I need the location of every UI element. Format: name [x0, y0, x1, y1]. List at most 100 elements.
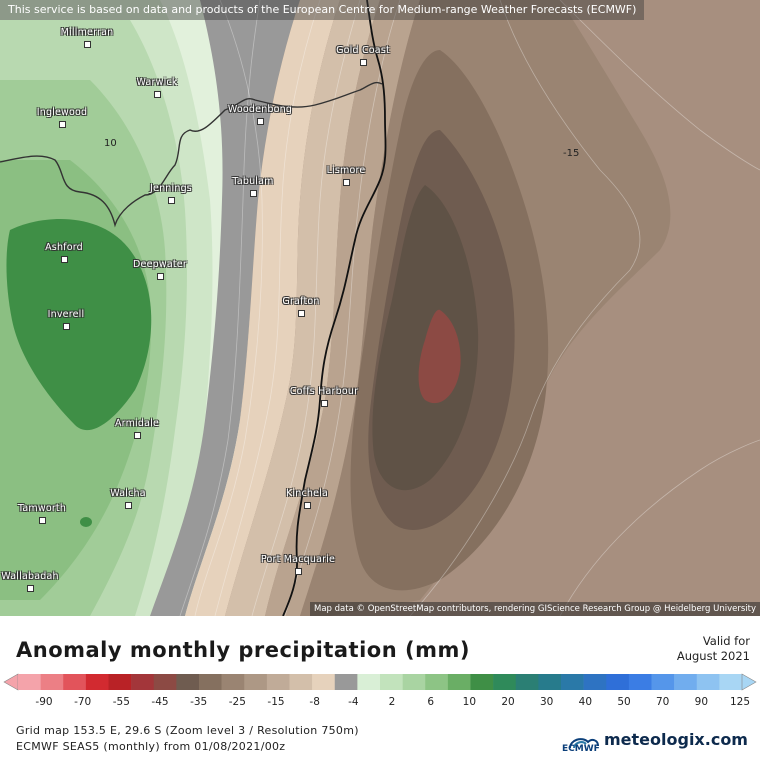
grid-info: Grid map 153.5 E, 29.6 S (Zoom level 3 /… — [16, 724, 359, 737]
color-scale-tick: 30 — [539, 696, 554, 708]
model-info: ECMWF SEAS5 (monthly) from 01/08/2021/00… — [16, 740, 286, 753]
city-name: Tabulam — [232, 176, 274, 187]
city-dot-icon — [257, 118, 264, 125]
data-disclaimer: This service is based on data and produc… — [0, 0, 645, 20]
meteologix-text: meteologix.com — [604, 730, 748, 749]
map-attribution[interactable]: Map data © OpenStreetMap contributors, r… — [310, 602, 760, 616]
city-name: Inverell — [47, 309, 85, 320]
city-name: Gold Coast — [336, 45, 390, 56]
ecmwf-logo-text: ECMWF — [562, 744, 600, 754]
color-scale-tick: 40 — [578, 696, 593, 708]
valid-for: Valid for August 2021 — [677, 634, 750, 664]
color-scale-segment — [108, 674, 132, 690]
color-scale-segment — [266, 674, 290, 690]
city-name: Kinchela — [285, 488, 329, 499]
color-scale-segment — [176, 674, 200, 690]
color-scale-segment — [447, 674, 471, 690]
color-scale-segment — [606, 674, 630, 690]
color-scale-segment — [199, 674, 222, 690]
valid-label: Valid for — [702, 634, 750, 648]
city-dot-icon — [39, 517, 46, 524]
ecmwf-logo-icon — [569, 738, 599, 749]
city-dot-icon — [168, 197, 175, 204]
city-name: Woodenbong — [227, 104, 293, 115]
color-scale-segment — [402, 674, 426, 690]
city-name: Coffs Harbour — [289, 386, 359, 397]
contour-label: -15 — [563, 148, 580, 159]
precipitation-anomaly-map — [0, 0, 760, 616]
color-scale-tick: -70 — [74, 696, 92, 708]
legend-title: Anomaly monthly precipitation (mm) — [16, 638, 470, 662]
scale-arrow-left-icon — [3, 673, 19, 691]
color-scale-segment — [312, 674, 336, 690]
color-scale-tick: -45 — [151, 696, 169, 708]
city-dot-icon — [304, 502, 311, 509]
color-scale-ticks: -90 -70 -55 -45 -35 -25 -15 -8 -4 2 6 10 20 30 40 50 70 9… — [0, 696, 760, 712]
color-scale-segment — [244, 674, 268, 690]
color-scale-tick: -25 — [228, 696, 246, 708]
color-scale-segment — [63, 674, 87, 690]
color-scale-tick: 70 — [655, 696, 670, 708]
color-scale-segment — [561, 674, 584, 690]
color-scale-segment — [131, 674, 155, 690]
color-scale-segment — [719, 674, 743, 690]
valid-date: August 2021 — [676, 649, 750, 663]
city-name: Grafton — [282, 296, 320, 307]
legend-panel: Anomaly monthly precipitation (mm) Valid… — [0, 616, 760, 760]
color-scale-segment — [221, 674, 245, 690]
color-scale-segment — [334, 674, 358, 690]
color-scale-segment — [18, 674, 41, 690]
color-scale-segment — [85, 674, 109, 690]
city-dot-icon — [61, 256, 68, 263]
city-name: Lismore — [326, 165, 366, 176]
city-name: Deepwater — [133, 259, 187, 270]
color-scale-tick: -15 — [267, 696, 285, 708]
color-scale-tick: 2 — [388, 696, 396, 708]
city-name: Wallabadah — [1, 571, 59, 582]
color-scale-segment — [538, 674, 562, 690]
city-dot-icon — [360, 59, 367, 66]
city-name: Ashford — [45, 242, 83, 253]
color-scale-segment — [515, 674, 539, 690]
city-dot-icon — [84, 41, 91, 48]
color-scale-segment — [628, 674, 652, 690]
city-dot-icon — [295, 568, 302, 575]
color-scale-segment — [674, 674, 698, 690]
city-dot-icon — [298, 310, 305, 317]
color-scale-tick: 50 — [617, 696, 631, 708]
color-scale-segment — [651, 674, 675, 690]
color-scale-segment — [40, 674, 64, 690]
color-scale-segment — [380, 674, 403, 690]
city-dot-icon — [134, 432, 141, 439]
city-dot-icon — [63, 323, 70, 330]
city-dot-icon — [125, 502, 132, 509]
color-scale-tick: -90 — [35, 696, 53, 708]
city-dot-icon — [27, 585, 34, 592]
color-scale-bar — [3, 673, 757, 691]
city-name: Walcha — [110, 488, 146, 499]
color-scale-segment — [583, 674, 607, 690]
city-dot-icon — [343, 179, 350, 186]
color-scale-tick: 6 — [427, 696, 434, 708]
color-scale-tick: -55 — [112, 696, 130, 708]
city-name: Millmerran — [60, 27, 114, 38]
meteologix-logo[interactable]: meteologix.com — [604, 730, 748, 749]
color-scale-segment — [425, 674, 449, 690]
city-name: Port Macquarie — [260, 554, 336, 565]
city-name: Tamworth — [17, 503, 67, 514]
city-dot-icon — [157, 273, 164, 280]
color-scale-segment — [357, 674, 381, 690]
color-scale-tick: -35 — [190, 696, 208, 708]
color-scale-segment — [153, 674, 177, 690]
color-scale-segment — [493, 674, 517, 690]
city-dot-icon — [250, 190, 257, 197]
color-scale-tick: 90 — [694, 696, 709, 708]
scale-arrow-right-icon — [741, 673, 757, 691]
color-scale-tick: -8 — [309, 696, 320, 708]
city-dot-icon — [321, 400, 328, 407]
color-scale-tick: 125 — [729, 696, 751, 708]
map-panel[interactable]: This service is based on data and produc… — [0, 0, 760, 616]
color-scale-tick: 20 — [501, 696, 515, 708]
color-scale-segment — [696, 674, 720, 690]
color-scale-tick: 10 — [462, 696, 477, 708]
